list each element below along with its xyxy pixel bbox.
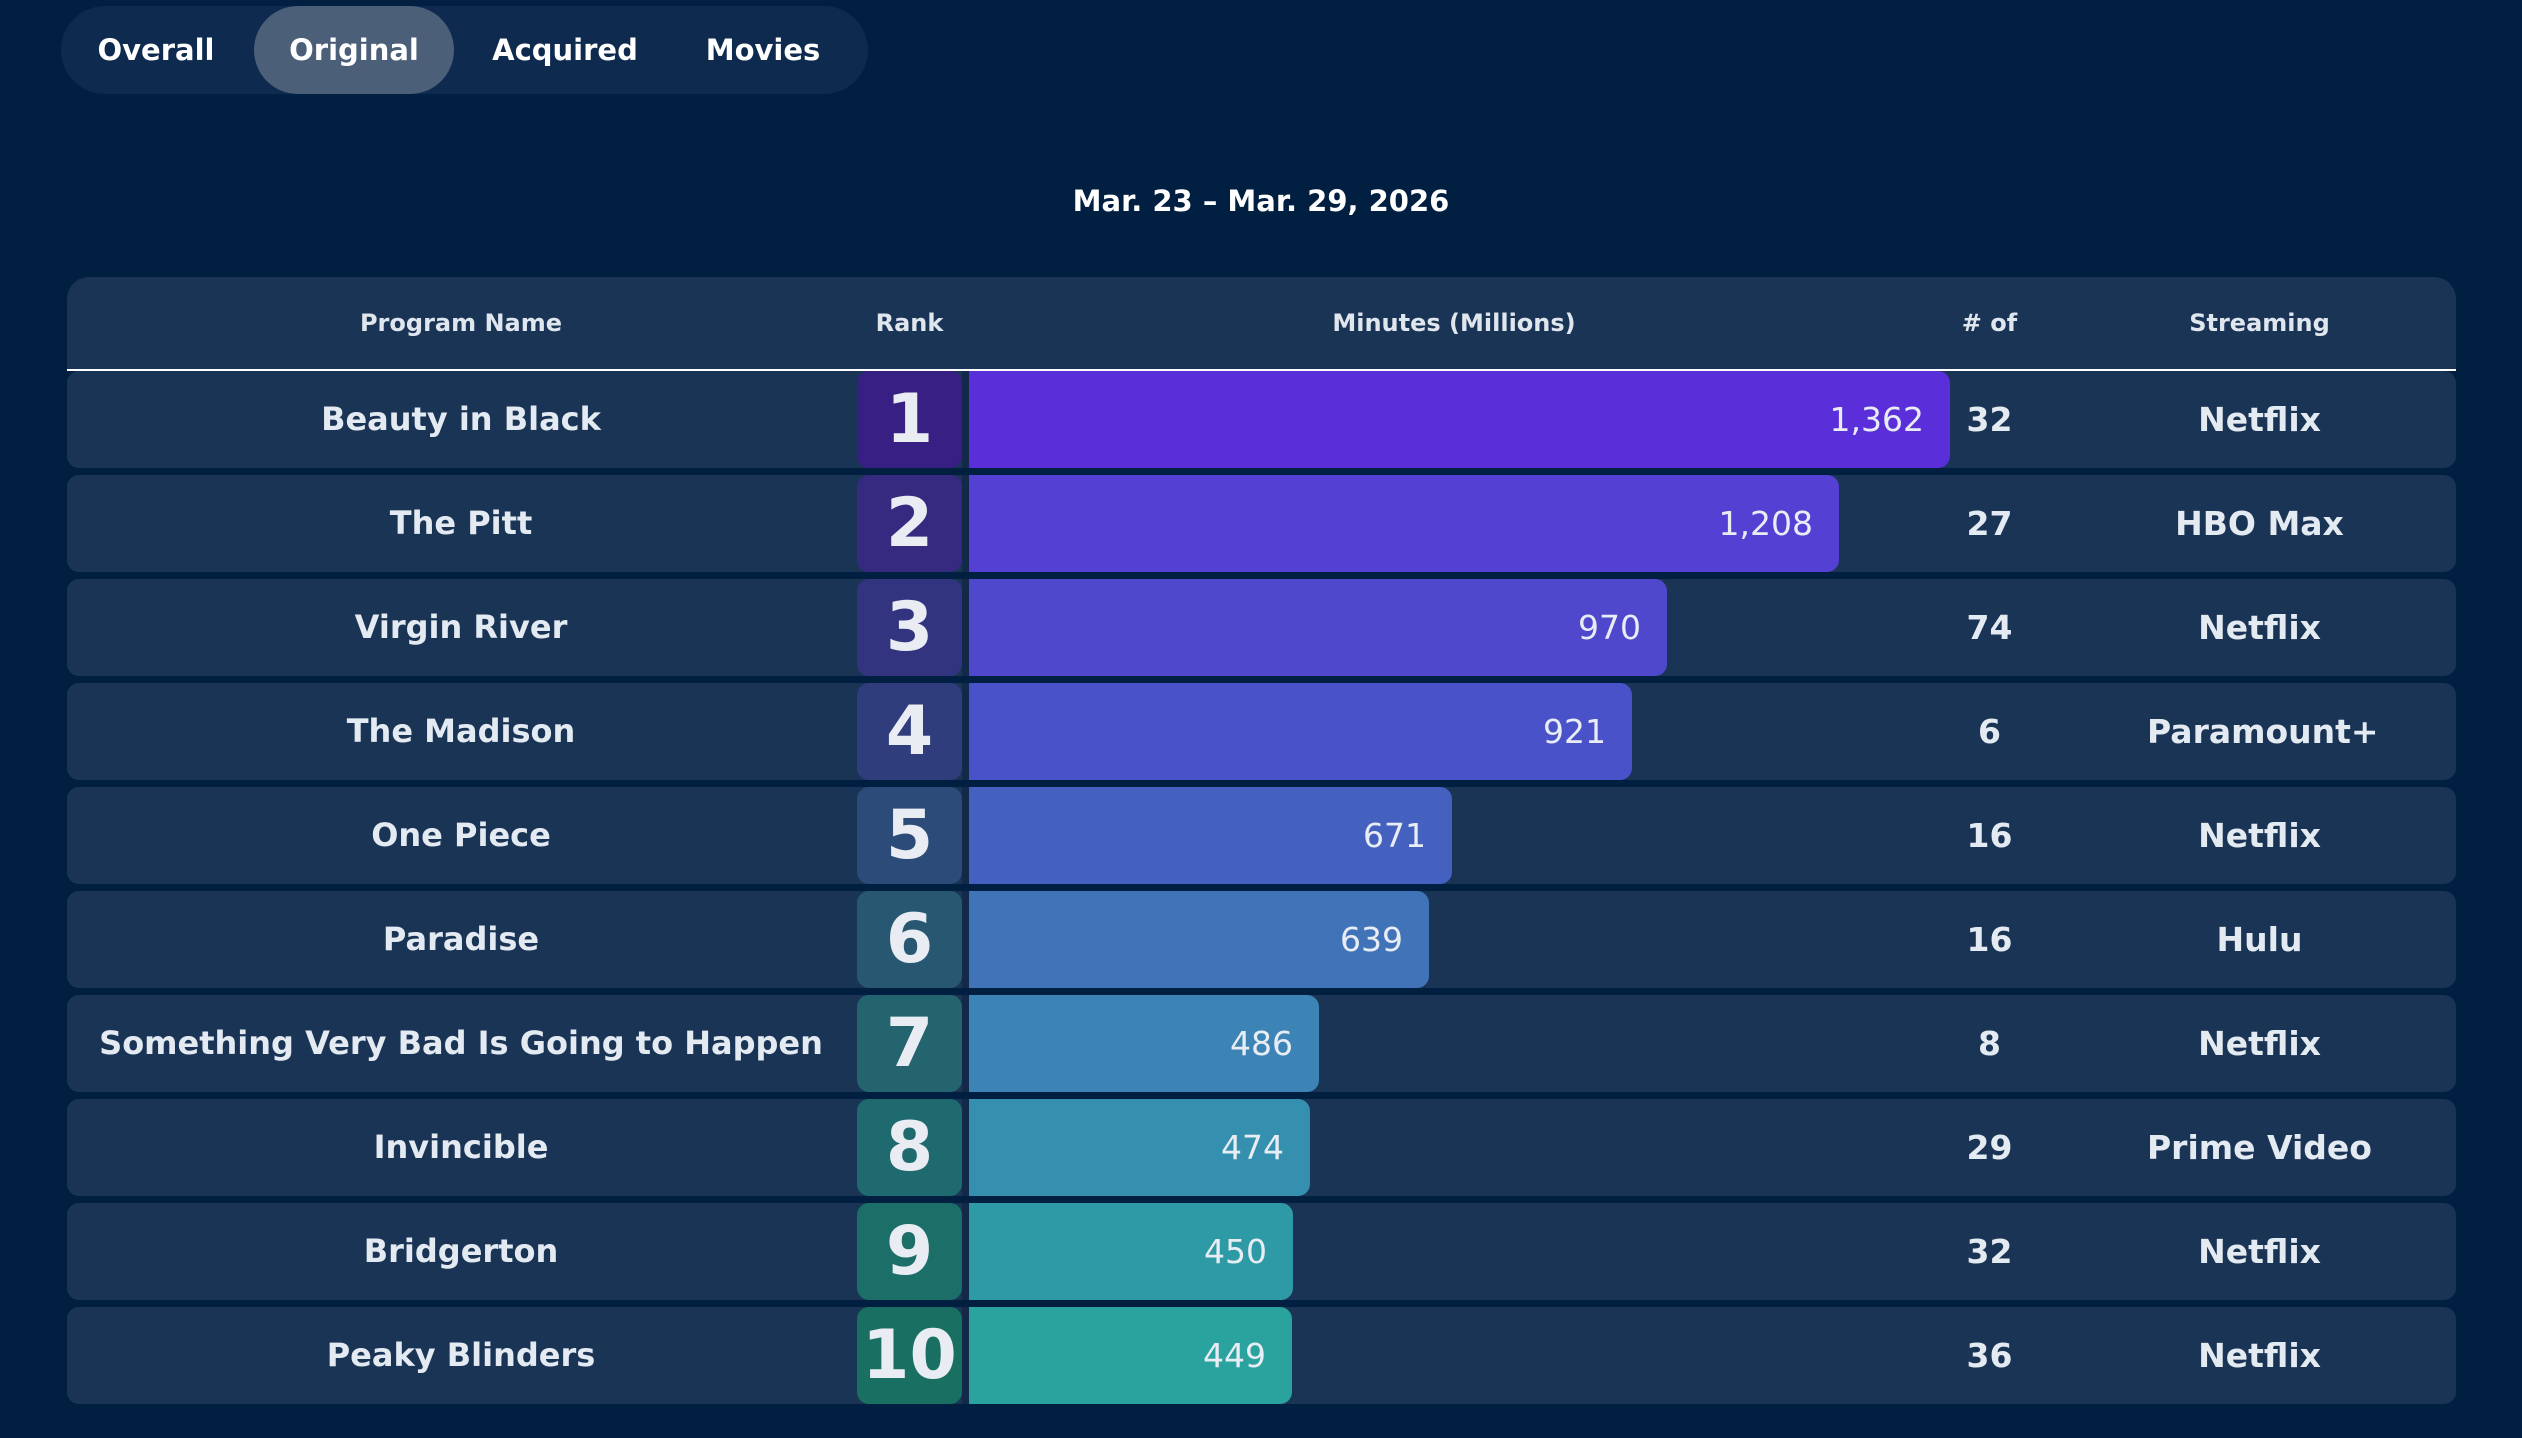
minutes-value: 970 <box>1578 608 1641 647</box>
episode-count: 29 <box>1966 1128 2013 1167</box>
rank-number: 2 <box>857 475 962 572</box>
program-name: Invincible <box>373 1128 549 1166</box>
rank-number: 6 <box>857 891 962 988</box>
table-row: The Pitt 2 1,208 27 HBO Max <box>67 475 2456 572</box>
minutes-value: 1,208 <box>1718 504 1813 543</box>
tab-acquired[interactable]: Acquired <box>492 33 638 67</box>
minutes-bar: 1,362 <box>969 371 1950 468</box>
rank-divider <box>962 683 969 780</box>
minutes-value: 474 <box>1221 1128 1284 1167</box>
streaming-provider: Netflix <box>2198 608 2321 647</box>
rank-number: 8 <box>857 1099 962 1196</box>
program-name: Bridgerton <box>363 1232 559 1270</box>
minutes-bar: 486 <box>969 995 1319 1092</box>
minutes-value: 486 <box>1230 1024 1293 1063</box>
episode-count: 32 <box>1966 1232 2013 1271</box>
episode-count: 36 <box>1966 1336 2013 1375</box>
rank-divider <box>962 787 969 884</box>
minutes-bar: 970 <box>969 579 1667 676</box>
episode-count: 32 <box>1966 400 2013 439</box>
streaming-provider: Hulu <box>2216 920 2303 959</box>
program-name: The Madison <box>346 712 576 750</box>
streaming-provider: Netflix <box>2198 400 2321 439</box>
table-header: Program Name Rank Minutes (Millions) # o… <box>67 277 2456 429</box>
category-tabs: Overall Original Acquired Movies <box>61 6 868 94</box>
rank-divider <box>962 475 969 572</box>
rank-number: 10 <box>857 1307 962 1404</box>
header-program-name: Program Name <box>359 309 563 337</box>
table-row: Beauty in Black 1 1,362 32 Netflix <box>67 371 2456 468</box>
streaming-provider: Netflix <box>2198 816 2321 855</box>
minutes-bar: 449 <box>969 1307 1292 1404</box>
minutes-bar: 474 <box>969 1099 1310 1196</box>
program-name: One Piece <box>371 816 551 854</box>
table-row: Paradise 6 639 16 Hulu <box>67 891 2456 988</box>
table-row: The Madison 4 921 6 Paramount+ <box>67 683 2456 780</box>
episode-count: 74 <box>1966 608 2013 647</box>
table-row: One Piece 5 671 16 Netflix <box>67 787 2456 884</box>
minutes-value: 671 <box>1363 816 1426 855</box>
rank-divider <box>962 1099 969 1196</box>
program-name: Paradise <box>382 920 540 958</box>
streaming-provider: Netflix <box>2198 1336 2321 1375</box>
table-row: Peaky Blinders 10 449 36 Netflix <box>67 1307 2456 1404</box>
rank-number: 5 <box>857 787 962 884</box>
program-name: The Pitt <box>389 504 533 542</box>
minutes-bar: 450 <box>969 1203 1293 1300</box>
rank-divider <box>962 371 969 468</box>
streaming-provider: Netflix <box>2198 1232 2321 1271</box>
rank-number: 1 <box>857 371 962 468</box>
episode-count: 16 <box>1966 816 2013 855</box>
minutes-value: 639 <box>1340 920 1403 959</box>
table-row: Something Very Bad Is Going to Happen 7 48… <box>67 995 2456 1092</box>
minutes-bar: 921 <box>969 683 1632 780</box>
episode-count: 16 <box>1966 920 2013 959</box>
program-name: Peaky Blinders <box>326 1336 596 1374</box>
program-name: Virgin River <box>354 608 568 646</box>
rank-number: 7 <box>857 995 962 1092</box>
streaming-provider: Prime Video <box>2147 1128 2372 1167</box>
header-minutes: Minutes (Millions) <box>1332 309 1576 337</box>
tab-movies[interactable]: Movies <box>705 33 821 67</box>
table-row: Invincible 8 474 29 Prime Video <box>67 1099 2456 1196</box>
rank-divider <box>962 995 969 1092</box>
minutes-value: 1,362 <box>1829 400 1924 439</box>
tab-overall[interactable]: Overall <box>97 33 215 67</box>
rank-number: 4 <box>857 683 962 780</box>
streaming-provider: Paramount+ <box>2147 712 2379 751</box>
episode-count: 6 <box>1978 712 2001 751</box>
minutes-value: 921 <box>1543 712 1606 751</box>
program-name: Beauty in Black <box>321 400 601 438</box>
table-row: Bridgerton 9 450 32 Netflix <box>67 1203 2456 1300</box>
table-row: Virgin River 3 970 74 Netflix <box>67 579 2456 676</box>
rank-number: 3 <box>857 579 962 676</box>
rank-divider <box>962 579 969 676</box>
rank-divider <box>962 891 969 988</box>
date-range: Mar. 23 – Mar. 29, 2026 <box>1072 184 1450 218</box>
streaming-provider: Netflix <box>2198 1024 2321 1063</box>
tab-original[interactable]: Original <box>254 6 454 94</box>
episode-count: 27 <box>1966 504 2013 543</box>
rank-divider <box>962 1307 969 1404</box>
rank-number: 9 <box>857 1203 962 1300</box>
minutes-bar: 639 <box>969 891 1429 988</box>
minutes-value: 450 <box>1204 1232 1267 1271</box>
minutes-bar: 671 <box>969 787 1452 884</box>
header-episodes: # of Episodes <box>1929 309 2049 429</box>
rank-divider <box>962 1203 969 1300</box>
ranking-table: Program Name Rank Minutes (Millions) # o… <box>67 277 2456 1407</box>
episode-count: 8 <box>1978 1024 2001 1063</box>
streaming-provider: HBO Max <box>2175 504 2344 543</box>
program-name: Something Very Bad Is Going to Happen <box>99 1024 823 1062</box>
header-provider: Streaming Provider(s) <box>2184 309 2335 429</box>
minutes-bar: 1,208 <box>969 475 1839 572</box>
header-rank: Rank <box>875 309 944 337</box>
minutes-value: 449 <box>1203 1336 1266 1375</box>
